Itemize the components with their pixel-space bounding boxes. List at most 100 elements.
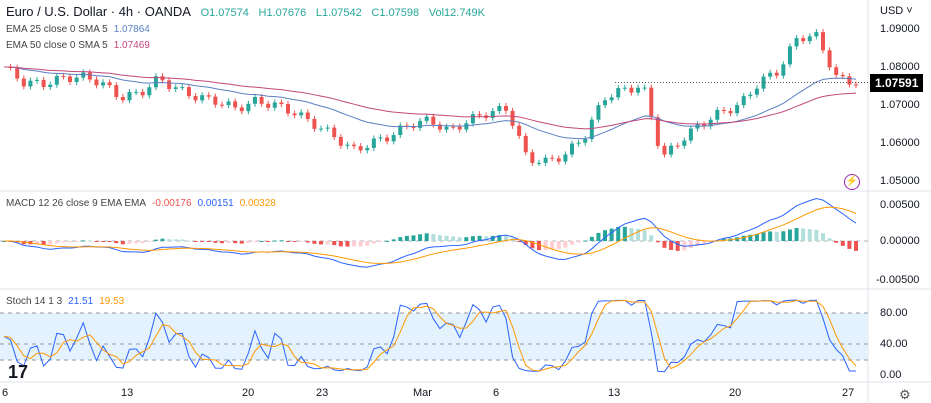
candle-body (134, 91, 139, 93)
macd-histogram-bar (642, 230, 647, 241)
macd-histogram-bar (120, 241, 125, 245)
macd-legend[interactable]: MACD 12 26 close 9 EMA EMA -0.00176 0.0015… (6, 198, 282, 209)
macd-histogram-bar (484, 236, 489, 241)
candle-body (669, 145, 674, 155)
macd-signal-line (3, 206, 857, 264)
candle-body (451, 126, 456, 128)
stoch-tick: 40.00 (880, 338, 908, 350)
macd-histogram-bar (305, 241, 310, 243)
macd-histogram-bar (609, 228, 614, 241)
price-tick: 1.06000 (880, 137, 920, 149)
macd-histogram-bar (497, 235, 502, 241)
macd-histogram-bar (761, 232, 766, 241)
candle-body (636, 87, 641, 93)
candle-body (107, 82, 112, 86)
candle-body (94, 79, 99, 86)
ohlc-open: O1.07574 (200, 7, 249, 19)
candle-body (781, 64, 786, 76)
macd-histogram-bar (470, 236, 475, 241)
macd-histogram-bar (583, 240, 588, 242)
macd-histogram-bar (543, 241, 548, 251)
gear-icon[interactable]: ⚙ (899, 387, 911, 402)
macd-histogram-bar (695, 241, 700, 246)
candle-body (299, 112, 304, 116)
macd-histogram-bar (246, 241, 251, 243)
price-tick: 1.05000 (880, 175, 920, 187)
macd-histogram-bar (596, 232, 601, 241)
candle-body (721, 109, 726, 111)
candle-body (74, 77, 79, 83)
macd-histogram-bar (252, 241, 257, 242)
macd-histogram-bar (385, 240, 390, 242)
candle-body (801, 38, 806, 42)
candle-body (675, 145, 680, 147)
candle-body (774, 72, 779, 76)
candle-body (101, 82, 106, 86)
candle-body (735, 105, 740, 114)
macd-histogram-bar (517, 241, 522, 242)
candle-body (424, 116, 429, 121)
macd-histogram-bar (167, 239, 172, 241)
chart-legend: Euro / U.S. Dollar · 4h · OANDA O1.07574… (6, 4, 491, 19)
currency-selector[interactable]: USD ˅ (880, 5, 913, 17)
macd-histogram-bar (847, 241, 852, 249)
macd-histogram-bar (814, 229, 819, 241)
macd-histogram-bar (418, 234, 423, 241)
tradingview-logo[interactable]: 17 (8, 362, 29, 382)
macd-histogram-bar (807, 228, 812, 241)
lightning-icon[interactable]: ⚡ (844, 174, 860, 190)
candle-body (563, 154, 568, 162)
candle-body (642, 87, 647, 89)
ema50-legend[interactable]: EMA 50 close 0 SMA 5 1.07469 (6, 40, 156, 51)
macd-histogram-bar (437, 235, 442, 241)
ema50-label: EMA 50 close 0 SMA 5 (6, 40, 108, 51)
candle-body (219, 104, 224, 106)
candle-body (820, 32, 825, 51)
macd-histogram-bar (134, 241, 139, 244)
macd-histogram-bar (41, 241, 46, 245)
macd-histogram-bar (48, 241, 53, 245)
time-tick: Mar (413, 387, 432, 399)
macd-histogram-bar (107, 241, 112, 242)
candle-body (794, 38, 799, 47)
candle-body (319, 128, 324, 130)
macd-hist-value: -0.00176 (152, 198, 192, 209)
candle-body (761, 76, 766, 89)
symbol-title[interactable]: Euro / U.S. Dollar · 4h · OANDA (6, 4, 191, 19)
macd-histogram-bar (523, 241, 528, 245)
macd-histogram-bar (101, 241, 106, 242)
macd-histogram-bar (87, 240, 92, 242)
candle-body (622, 87, 627, 89)
candle-body (649, 87, 654, 118)
candle-body (28, 80, 33, 87)
ema25-value: 1.07864 (113, 24, 150, 35)
candle-body (239, 107, 244, 112)
candle-body (543, 157, 548, 163)
macd-histogram-bar (787, 229, 792, 241)
candle-body (748, 94, 753, 97)
candle-body (470, 114, 475, 124)
macd-histogram-bar (431, 233, 436, 241)
candle-body (147, 87, 152, 96)
time-tick: 20 (729, 387, 742, 399)
candle-body (596, 105, 601, 120)
candle-body (167, 80, 172, 89)
macd-histogram-bar (741, 235, 746, 241)
ema25-legend[interactable]: EMA 25 close 0 SMA 5 1.07864 (6, 24, 156, 35)
price-tick: 1.09000 (880, 23, 920, 35)
macd-histogram-bar (180, 239, 185, 241)
macd-histogram-bar (457, 237, 462, 241)
macd-histogram-bar (127, 241, 132, 244)
macd-histogram-bar (378, 241, 383, 242)
stoch-legend[interactable]: Stoch 14 1 3 21.51 19.53 (6, 296, 130, 307)
macd-histogram-bar (68, 241, 73, 243)
stoch-k-line (3, 299, 857, 373)
macd-histogram-bar (398, 237, 403, 241)
macd-histogram-bar (589, 236, 594, 241)
candle-body (286, 104, 290, 114)
candle-body (345, 144, 350, 146)
candle-body (444, 126, 449, 130)
candle-body (186, 87, 191, 97)
macd-tick: 0.00500 (880, 199, 920, 211)
